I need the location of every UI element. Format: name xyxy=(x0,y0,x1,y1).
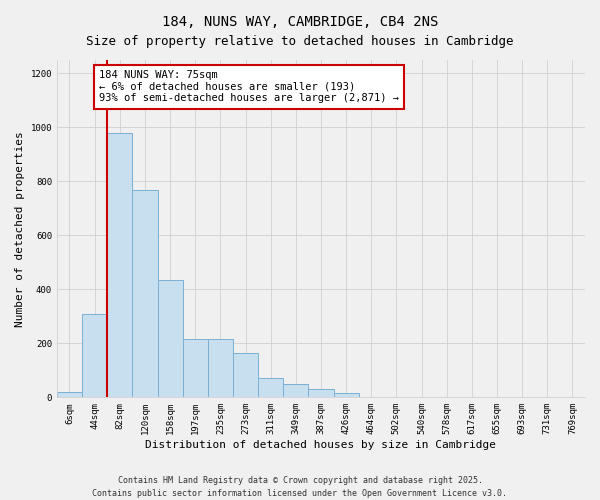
Bar xyxy=(233,353,258,398)
Bar xyxy=(158,280,182,398)
Bar xyxy=(208,340,233,398)
Bar xyxy=(560,397,585,398)
Bar xyxy=(283,384,308,398)
Bar xyxy=(308,388,334,398)
Text: Size of property relative to detached houses in Cambridge: Size of property relative to detached ho… xyxy=(86,35,514,48)
Bar xyxy=(107,133,133,398)
Bar xyxy=(182,340,208,398)
Bar xyxy=(258,378,283,398)
X-axis label: Distribution of detached houses by size in Cambridge: Distribution of detached houses by size … xyxy=(145,440,496,450)
Text: 184 NUNS WAY: 75sqm
← 6% of detached houses are smaller (193)
93% of semi-detach: 184 NUNS WAY: 75sqm ← 6% of detached hou… xyxy=(99,70,399,103)
Bar xyxy=(57,392,82,398)
Text: Contains HM Land Registry data © Crown copyright and database right 2025.
Contai: Contains HM Land Registry data © Crown c… xyxy=(92,476,508,498)
Text: 184, NUNS WAY, CAMBRIDGE, CB4 2NS: 184, NUNS WAY, CAMBRIDGE, CB4 2NS xyxy=(162,15,438,29)
Bar xyxy=(359,396,384,398)
Bar xyxy=(334,394,359,398)
Bar xyxy=(133,190,158,398)
Y-axis label: Number of detached properties: Number of detached properties xyxy=(15,131,25,326)
Bar xyxy=(384,396,409,398)
Bar xyxy=(82,314,107,398)
